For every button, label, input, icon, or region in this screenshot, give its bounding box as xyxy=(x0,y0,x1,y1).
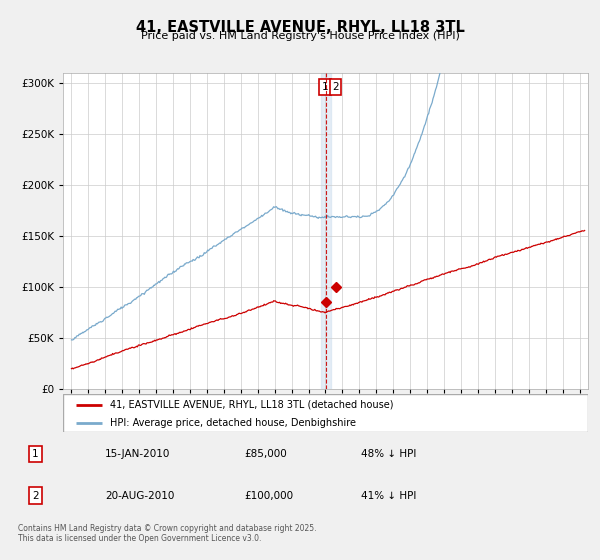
Text: Contains HM Land Registry data © Crown copyright and database right 2025.
This d: Contains HM Land Registry data © Crown c… xyxy=(18,524,317,543)
Text: 48% ↓ HPI: 48% ↓ HPI xyxy=(361,449,416,459)
Text: 15-JAN-2010: 15-JAN-2010 xyxy=(105,449,170,459)
Bar xyxy=(321,73,331,389)
FancyBboxPatch shape xyxy=(63,394,588,432)
Text: 41, EASTVILLE AVENUE, RHYL, LL18 3TL (detached house): 41, EASTVILLE AVENUE, RHYL, LL18 3TL (de… xyxy=(110,400,394,410)
Text: 2: 2 xyxy=(32,491,38,501)
Text: 20-AUG-2010: 20-AUG-2010 xyxy=(105,491,175,501)
Text: 2: 2 xyxy=(332,82,339,92)
Text: 1: 1 xyxy=(322,82,329,92)
Text: 41% ↓ HPI: 41% ↓ HPI xyxy=(361,491,416,501)
Text: Price paid vs. HM Land Registry's House Price Index (HPI): Price paid vs. HM Land Registry's House … xyxy=(140,31,460,41)
Text: £100,000: £100,000 xyxy=(245,491,294,501)
Text: 41, EASTVILLE AVENUE, RHYL, LL18 3TL: 41, EASTVILLE AVENUE, RHYL, LL18 3TL xyxy=(136,20,464,35)
Text: £85,000: £85,000 xyxy=(245,449,287,459)
Text: HPI: Average price, detached house, Denbighshire: HPI: Average price, detached house, Denb… xyxy=(110,418,356,428)
Text: 1: 1 xyxy=(32,449,38,459)
